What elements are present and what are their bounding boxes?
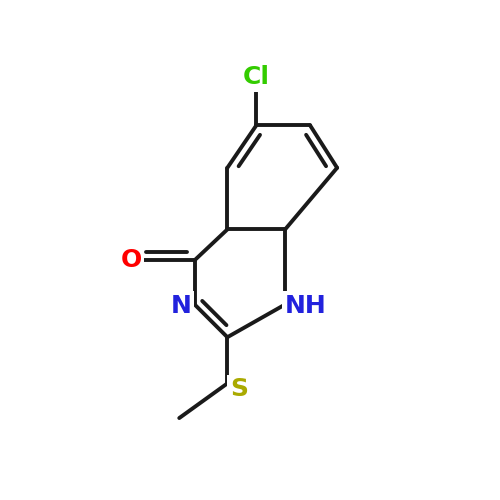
Text: N: N bbox=[170, 294, 192, 318]
Text: NH: NH bbox=[284, 294, 326, 318]
Text: Cl: Cl bbox=[243, 66, 270, 90]
Text: S: S bbox=[230, 377, 248, 401]
Text: N: N bbox=[170, 294, 192, 318]
Text: Cl: Cl bbox=[243, 66, 270, 90]
Text: O: O bbox=[120, 248, 142, 272]
Text: O: O bbox=[120, 248, 142, 272]
Text: NH: NH bbox=[284, 294, 326, 318]
Text: S: S bbox=[230, 377, 248, 401]
